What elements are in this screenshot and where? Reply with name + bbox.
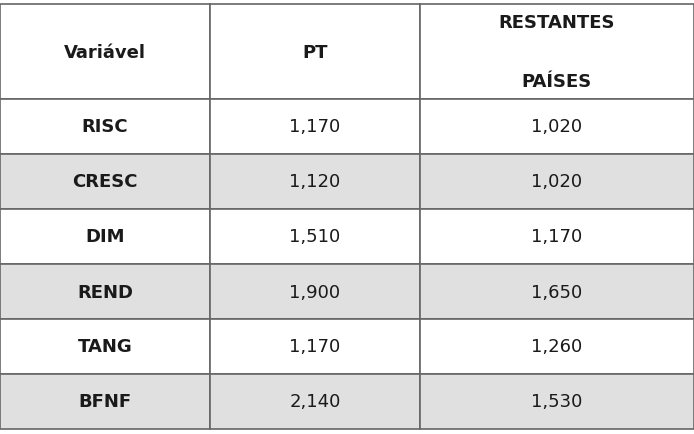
Text: 2,140: 2,140 (289, 393, 341, 411)
Bar (420, 264, 694, 319)
Text: 1,170: 1,170 (532, 228, 583, 246)
Bar (210, 155, 420, 210)
Text: RISC: RISC (82, 118, 128, 136)
Bar (210, 319, 420, 374)
Text: 1,020: 1,020 (532, 118, 582, 136)
Text: DIM: DIM (85, 228, 125, 246)
Text: 1,170: 1,170 (289, 118, 341, 136)
Text: 1,650: 1,650 (532, 283, 583, 301)
Text: REND: REND (77, 283, 133, 301)
Bar (0, 264, 210, 319)
Text: PT: PT (303, 43, 328, 61)
Bar (210, 374, 420, 429)
Bar (210, 264, 420, 319)
Text: 1,510: 1,510 (289, 228, 341, 246)
Text: 1,530: 1,530 (532, 393, 583, 411)
Text: 1,900: 1,900 (289, 283, 341, 301)
Bar (210, 5, 420, 100)
Text: BFNF: BFNF (78, 393, 132, 411)
Bar (0, 155, 210, 210)
Bar (420, 100, 694, 155)
Bar (0, 319, 210, 374)
Bar (0, 210, 210, 264)
Bar (0, 5, 210, 100)
Text: CRESC: CRESC (72, 173, 137, 191)
Bar (0, 100, 210, 155)
Text: 1,120: 1,120 (289, 173, 341, 191)
Bar (210, 100, 420, 155)
Bar (420, 374, 694, 429)
Text: 1,020: 1,020 (532, 173, 582, 191)
Text: 1,260: 1,260 (532, 338, 583, 356)
Bar (420, 155, 694, 210)
Bar (420, 5, 694, 100)
Bar (210, 210, 420, 264)
Bar (420, 210, 694, 264)
Text: Variável: Variável (64, 43, 146, 61)
Bar (0, 374, 210, 429)
Text: 1,170: 1,170 (289, 338, 341, 356)
Bar (420, 319, 694, 374)
Text: TANG: TANG (78, 338, 133, 356)
Text: RESTANTES

PAÍSES: RESTANTES PAÍSES (499, 14, 616, 91)
